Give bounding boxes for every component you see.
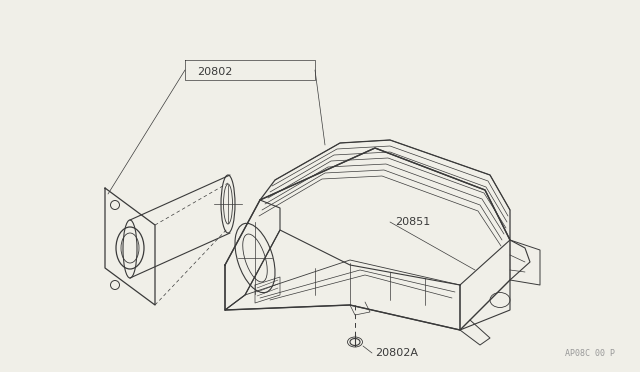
Text: 20802: 20802 — [197, 67, 233, 77]
Text: 20802A: 20802A — [375, 348, 418, 358]
Text: 20851: 20851 — [395, 217, 430, 227]
Text: AP08C 00 P: AP08C 00 P — [565, 349, 615, 358]
